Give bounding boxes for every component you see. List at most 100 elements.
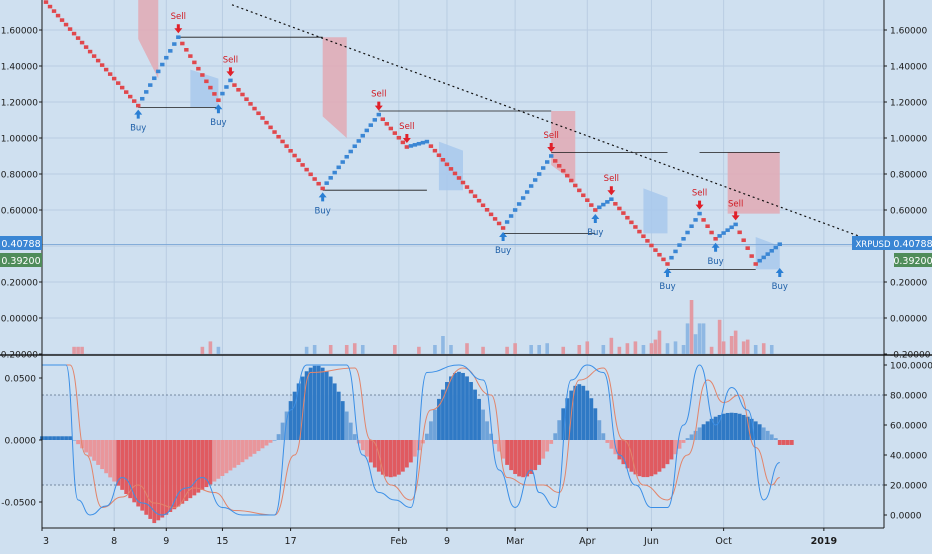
histogram-bar-negative [549,440,554,444]
renko-brick-up [528,184,534,188]
histogram-bar-negative [621,440,626,465]
histogram-bar-negative [124,440,129,495]
histogram-bar-negative [545,440,550,452]
buy-signal-label: Buy [130,124,146,134]
renko-brick-down [705,224,710,228]
histogram-bar-negative [172,440,177,510]
renko-brick-down [464,185,470,189]
renko-brick-up [160,62,165,67]
zone-layer [138,0,780,270]
histogram-bar-negative [541,440,546,459]
renko-brick-down [320,186,325,191]
sell-arrow-icon [607,186,616,196]
volume-bar [545,343,549,354]
renko-brick-up [669,255,674,260]
volume-bar [697,323,702,354]
price-tick-label-left: 0.20000 [1,279,38,289]
histogram-bar-negative [224,440,229,474]
histogram-bar-negative [785,440,790,445]
histogram-bar-positive [581,385,586,440]
sell-arrow-icon [402,134,411,143]
price-tick-label-left: 1.60000 [1,27,38,37]
renko-brick-up [545,160,550,164]
price-tick-label-right: 0.60000 [890,207,927,217]
histogram-bar-negative [208,440,213,485]
volume-bar [633,341,638,354]
histogram-bar-negative [196,440,201,493]
osc-tick-label-right: 0.0000 [890,512,922,522]
renko-brick-up [340,160,345,164]
buy-arrow-icon [775,268,784,277]
histogram-bar-positive [741,414,746,440]
renko-brick-down [236,87,241,92]
histogram-bar-positive [332,383,337,440]
histogram-bar-positive [288,401,293,440]
volume-bar [685,323,690,354]
volume-bar [352,343,357,354]
renko-brick-down [107,72,113,76]
renko-brick-up [609,197,614,201]
histogram-bar-positive [272,440,277,441]
renko-brick-up [717,234,722,238]
renko-brick-down [557,164,562,168]
renko-brick-up [140,96,145,101]
renko-brick-down [252,106,257,111]
renko-brick-down [119,85,125,90]
histogram-bar-positive [457,371,461,440]
renko-brick-up [372,118,377,122]
signal-layer: Buy Sell Buy Sell Buy Sell Sell Buy Sell Buy Sell B… [130,12,788,292]
renko-brick-down [244,97,249,101]
renko-brick-down [284,144,289,148]
histogram-bar-positive [597,420,602,440]
histogram-bar-negative [649,440,654,477]
price-tick-label-left: 0.00000 [1,315,38,325]
volume-bar [72,346,76,354]
buy-signal-label: Buy [772,282,788,292]
volume-bar [513,343,517,354]
volume-bar [745,339,750,354]
histogram-bar-negative [781,440,786,445]
histogram-bar-negative [144,440,149,515]
histogram-bar-negative [501,440,505,459]
level-layer [42,36,884,270]
histogram-bar-positive [485,421,489,440]
histogram-bar-negative [244,440,249,460]
symbol-label: XRPUSD [855,240,890,250]
sell-signal-label: Sell [604,174,619,184]
histogram-bar-negative [212,440,217,482]
histogram-bar-positive [697,427,702,440]
renko-brick-up [352,144,357,149]
osc-tick-label-left: 0.0500 [5,375,37,385]
renko-brick-down [67,27,73,31]
renko-brick-down [256,111,261,116]
renko-brick-up [220,91,225,96]
histogram-bar-positive [765,430,770,440]
renko-brick-down [436,153,442,158]
histogram-bar-positive [473,389,477,440]
renko-brick-down [288,149,293,153]
renko-brick-up [412,143,418,147]
histogram-bar-negative [529,440,534,474]
histogram-bar-negative [517,440,522,477]
renko-brick-up [168,49,173,53]
renko-brick-down [496,221,502,226]
histogram-bar-positive [773,438,778,440]
histogram-bar-positive [72,440,76,441]
histogram-bar-positive [733,412,738,440]
renko-brick-down [83,45,89,49]
histogram-bar-negative [200,440,205,490]
histogram-bar-negative [96,440,101,465]
histogram-bar-negative [88,440,93,457]
histogram-bar-negative [537,440,542,465]
time-tick-label: 15 [216,536,228,547]
renko-brick-down [585,198,590,202]
volume-bar [653,339,658,354]
histogram-bar-negative [152,440,157,524]
renko-brick-down [59,18,65,22]
volume-bar [649,343,654,354]
last-price-text-left: 0.40788 [1,239,40,250]
renko-brick-down [581,193,586,198]
renko-brick-down [272,130,277,134]
histogram-bar-negative [408,440,413,463]
histogram-bar-positive [717,414,722,440]
